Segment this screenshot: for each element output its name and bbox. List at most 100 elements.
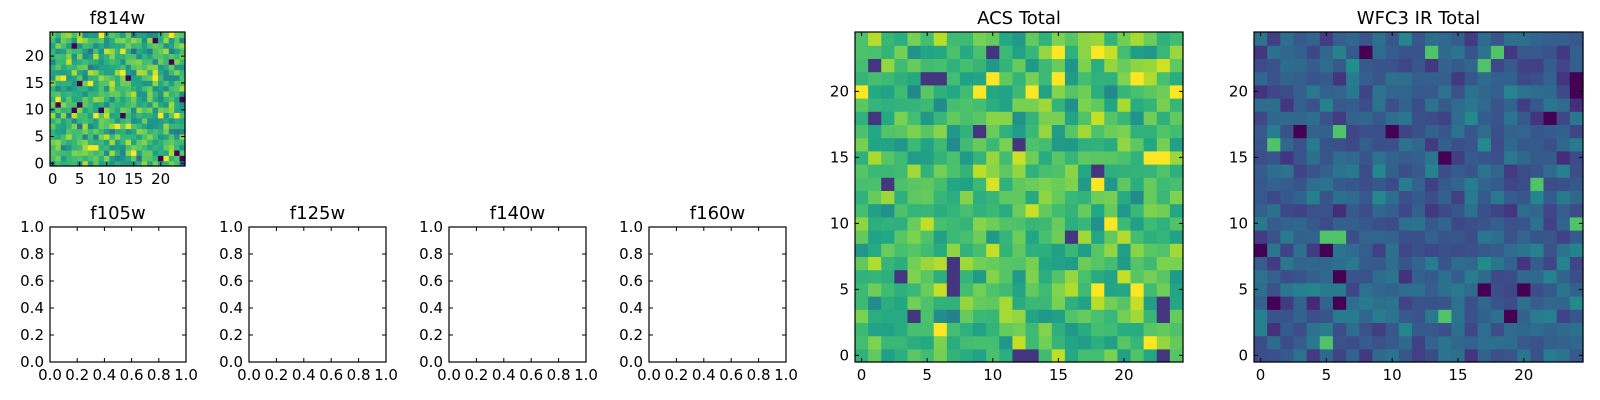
- heatmap-cell: [98, 48, 105, 55]
- heatmap-cell: [136, 53, 143, 60]
- heatmap-cell: [1267, 164, 1281, 178]
- heatmap-cell: [1490, 45, 1505, 59]
- heatmap-cell: [1051, 164, 1066, 178]
- heatmap-cell: [1143, 58, 1158, 73]
- heatmap-cell: [1530, 190, 1545, 205]
- heatmap-cell: [1543, 45, 1558, 59]
- heatmap-cell: [1156, 322, 1171, 337]
- heatmap-cell: [93, 48, 100, 55]
- heatmap-cell: [1306, 45, 1321, 59]
- heatmap-cell: [82, 128, 89, 135]
- heatmap-cell: [1464, 282, 1479, 297]
- heatmap-cell: [907, 216, 922, 231]
- heatmap-cell: [120, 53, 127, 60]
- heatmap-cell: [87, 155, 94, 162]
- heatmap-cell: [999, 282, 1014, 297]
- heatmap-cell: [1051, 150, 1066, 165]
- heatmap-cell: [1091, 309, 1105, 323]
- heatmap-cell: [1517, 296, 1531, 310]
- heatmap-cell: [1490, 309, 1505, 323]
- heatmap-cell: [1385, 84, 1400, 99]
- heatmap-cell: [1530, 58, 1545, 73]
- heatmap-cell: [1280, 164, 1295, 178]
- heatmap-cell: [1064, 150, 1079, 165]
- heatmap-cell: [66, 133, 73, 140]
- heatmap-cell: [1569, 58, 1584, 73]
- heatmap-cell: [1504, 322, 1518, 337]
- heatmap-cell: [1517, 111, 1531, 125]
- heatmap-cell: [1319, 230, 1334, 244]
- heatmap-cell: [66, 160, 73, 167]
- heatmap-cell: [1398, 58, 1413, 73]
- heatmap-cell: [1051, 177, 1066, 191]
- heatmap-cell: [1477, 164, 1492, 178]
- heatmap-cell: [1254, 296, 1268, 310]
- x-tick-label: 15: [1049, 366, 1068, 384]
- heatmap-cell: [82, 80, 89, 87]
- heatmap-cell: [55, 74, 62, 81]
- heatmap-cell: [93, 64, 100, 71]
- heatmap-cell: [104, 149, 110, 156]
- heatmap-cell: [1064, 84, 1079, 99]
- heatmap-cell: [1104, 98, 1118, 112]
- heatmap-cell: [158, 90, 164, 97]
- heatmap-cell: [1425, 71, 1439, 86]
- heatmap-cell: [131, 123, 137, 130]
- heatmap-cell: [136, 64, 143, 71]
- heatmap-cell: [1411, 150, 1426, 165]
- heatmap-cell: [1451, 296, 1466, 310]
- heatmap-cell: [986, 84, 1000, 99]
- heatmap-cell: [1477, 269, 1492, 284]
- heatmap-cell: [959, 45, 974, 59]
- heatmap-cell: [1091, 98, 1105, 112]
- heatmap-cell: [50, 42, 56, 49]
- heatmap-cell: [1530, 124, 1545, 139]
- heatmap-cell: [1332, 177, 1347, 191]
- heatmap-cell: [1504, 243, 1518, 257]
- x-tick-label: 0.0: [637, 366, 661, 384]
- heatmap-cell: [1306, 322, 1321, 337]
- heatmap-cell: [158, 128, 164, 135]
- heatmap-cell: [136, 117, 143, 124]
- heatmap-cell: [1319, 256, 1334, 271]
- heatmap-cell: [109, 96, 116, 103]
- heatmap-cell: [136, 85, 143, 92]
- heatmap-cell: [1143, 348, 1158, 363]
- heatmap-cell: [131, 53, 137, 60]
- heatmap-cell: [855, 322, 869, 337]
- heatmap-cell: [82, 149, 89, 156]
- y-tick-label: 0.0: [20, 353, 44, 371]
- heatmap-cell: [163, 53, 170, 60]
- heatmap-cell: [109, 149, 116, 156]
- heatmap-cell: [77, 117, 83, 124]
- heatmap-cell: [1038, 98, 1053, 112]
- panel-title: f814w: [90, 8, 145, 29]
- heatmap-cell: [894, 150, 909, 165]
- heatmap-cell: [946, 177, 961, 191]
- heatmap-cell: [1025, 243, 1040, 257]
- heatmap-cell: [147, 48, 154, 55]
- heatmap-cell: [147, 160, 154, 167]
- heatmap-cell: [946, 348, 961, 363]
- heatmap-cell: [1280, 45, 1295, 59]
- heatmap-cell: [66, 112, 73, 119]
- heatmap-cell: [77, 37, 83, 44]
- heatmap-cell: [881, 84, 895, 99]
- heatmap-cell: [93, 90, 100, 97]
- heatmap-cell: [986, 58, 1000, 73]
- heatmap-cell: [114, 139, 121, 146]
- heatmap-cell: [1372, 282, 1387, 297]
- heatmap-cell: [168, 69, 175, 76]
- heatmap-cell: [1064, 137, 1079, 152]
- heatmap-cell: [959, 282, 974, 297]
- heatmap-cell: [120, 101, 127, 108]
- heatmap-cell: [920, 243, 935, 257]
- heatmap-cell: [920, 282, 935, 297]
- heatmap-cell: [986, 216, 1000, 231]
- heatmap-cell: [168, 117, 175, 124]
- heatmap-cell: [168, 128, 175, 135]
- heatmap-cell: [1117, 335, 1132, 350]
- heatmap-cell: [131, 64, 137, 71]
- heatmap-cell: [1411, 282, 1426, 297]
- heatmap-cell: [71, 69, 78, 76]
